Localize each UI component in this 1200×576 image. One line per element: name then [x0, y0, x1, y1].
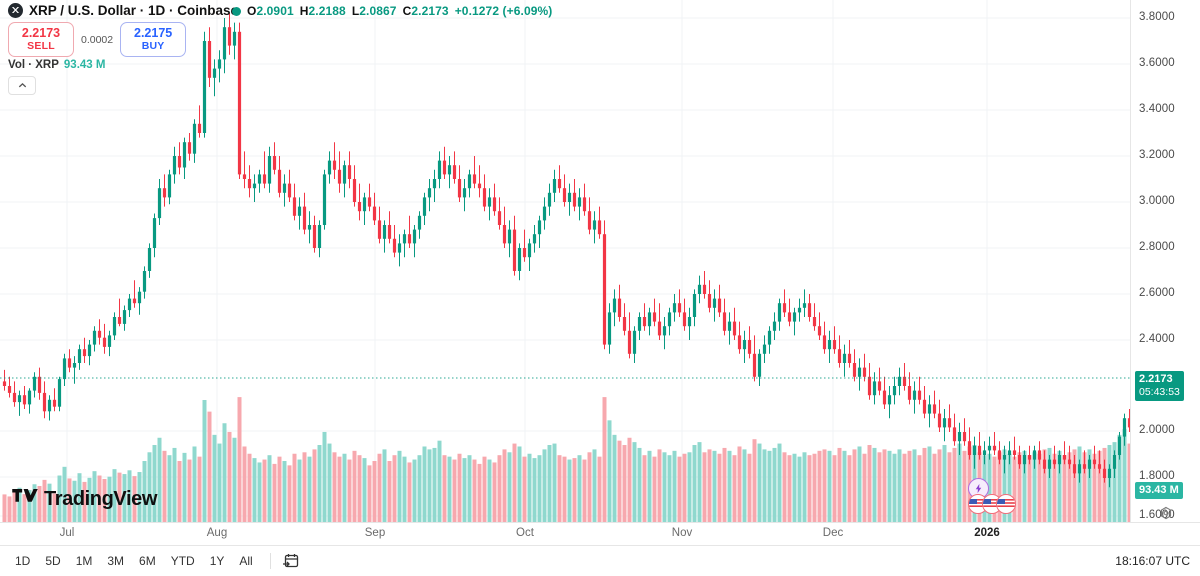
sell-label: SELL: [27, 40, 55, 53]
tradingview-logo-icon: [12, 488, 38, 511]
ohlc-low: L2.0867: [351, 4, 397, 18]
time-tick-aug: Aug: [206, 527, 228, 539]
date-range-calendar-icon[interactable]: [281, 551, 301, 571]
us-flag-icon: [969, 499, 987, 509]
price-tick-7: 2.4000: [1139, 333, 1175, 345]
price-tick-1: 3.6000: [1139, 57, 1175, 69]
volume-legend-label: Vol · XRP: [8, 59, 59, 71]
chart-plot-area[interactable]: [0, 0, 1130, 522]
bottom-toolbar[interactable]: 1D 5D 1M 3M 6M YTD 1Y All 18:16:07 UTC: [0, 546, 1200, 576]
trade-widget[interactable]: 2.2173 SELL 0.0002 2.2175 BUY: [8, 22, 187, 58]
price-tick-0: 3.8000: [1139, 11, 1175, 23]
sell-price: 2.2173: [21, 26, 61, 40]
range-button-1m[interactable]: 1M: [75, 554, 93, 568]
xrp-logo-icon: [8, 3, 23, 18]
ohlc-high: H2.2188: [299, 4, 346, 18]
price-tick-9: 1.8000: [1139, 470, 1175, 482]
time-tick-nov: Nov: [671, 527, 693, 539]
economic-event-marker[interactable]: [968, 478, 989, 499]
axis-settings-icon[interactable]: [1159, 506, 1173, 520]
bar-countdown: 05:43:53: [1139, 386, 1180, 398]
ohlc-change: +0.1272 (+6.09%): [454, 4, 553, 18]
time-tick-dec: Dec: [822, 527, 844, 539]
range-button-6m[interactable]: 6M: [139, 554, 156, 568]
price-axis[interactable]: 3.8000 3.6000 3.4000 3.2000 3.0000 2.8000 2.60…: [1130, 0, 1200, 522]
buy-price: 2.2175: [134, 26, 173, 40]
range-button-ytd[interactable]: YTD: [170, 554, 195, 568]
buy-button[interactable]: 2.2175 BUY: [120, 22, 187, 58]
us-event-marker-2[interactable]: [982, 494, 1002, 514]
volume-legend[interactable]: Vol · XRP 93.43 M: [8, 59, 105, 71]
range-button-1y[interactable]: 1Y: [209, 554, 225, 568]
symbol-legend[interactable]: XRP / U.S. Dollar · 1D · Coinbase: [8, 3, 238, 18]
range-button-1d[interactable]: 1D: [15, 554, 31, 568]
buy-label: BUY: [141, 40, 165, 53]
ohlc-legend: O2.0901 H2.2188 L2.0867 C2.2173 +0.1272 …: [232, 4, 552, 18]
symbol-title-text: XRP / U.S. Dollar · 1D · Coinbase: [29, 3, 239, 18]
time-axis[interactable]: Jul Aug Sep Oct Nov Dec 2026: [0, 522, 1200, 546]
range-button-3m[interactable]: 3M: [107, 554, 125, 568]
sell-button[interactable]: 2.2173 SELL: [8, 22, 74, 58]
range-buttons-group[interactable]: 1D 5D 1M 3M 6M YTD 1Y All: [8, 551, 260, 571]
price-tick-8: 2.0000: [1139, 424, 1175, 436]
last-price-value: 2.2173: [1139, 373, 1173, 385]
us-event-marker-3[interactable]: [996, 494, 1016, 514]
time-tick-jul: Jul: [59, 527, 75, 539]
us-flag-icon: [997, 499, 1015, 509]
volume-legend-value: 93.43 M: [63, 59, 106, 71]
us-flag-icon: [983, 499, 1001, 509]
range-button-all[interactable]: All: [239, 554, 253, 568]
time-tick-sep: Sep: [364, 527, 386, 539]
price-tick-6: 2.6000: [1139, 287, 1175, 299]
time-tick-2026: 2026: [974, 527, 1000, 539]
range-button-5d[interactable]: 5D: [45, 554, 61, 568]
utc-clock: 18:16:07 UTC: [1115, 554, 1190, 568]
price-tick-3: 3.2000: [1139, 149, 1175, 161]
price-tick-2: 3.4000: [1139, 103, 1175, 115]
candlestick-svg: [0, 0, 1130, 522]
tradingview-watermark: TradingView: [12, 488, 157, 511]
lightning-bolt-icon: [975, 483, 982, 494]
collapse-pane-button[interactable]: [8, 76, 36, 95]
ohlc-open: O2.0901: [247, 4, 294, 18]
volume-value-badge: 93.43 M: [1135, 482, 1183, 499]
spread-value: 0.0002: [81, 33, 114, 46]
toolbar-divider: [269, 553, 271, 569]
time-tick-oct: Oct: [516, 527, 534, 539]
price-tick-5: 2.8000: [1139, 241, 1175, 253]
last-price-badge: 2.2173 05:43:53: [1135, 371, 1184, 401]
tradingview-watermark-text: TradingView: [44, 488, 158, 510]
chevron-up-icon: [18, 82, 26, 88]
ohlc-close: C2.2173: [402, 4, 449, 18]
price-tick-4: 3.0000: [1139, 195, 1175, 207]
series-color-dot: [232, 6, 241, 16]
